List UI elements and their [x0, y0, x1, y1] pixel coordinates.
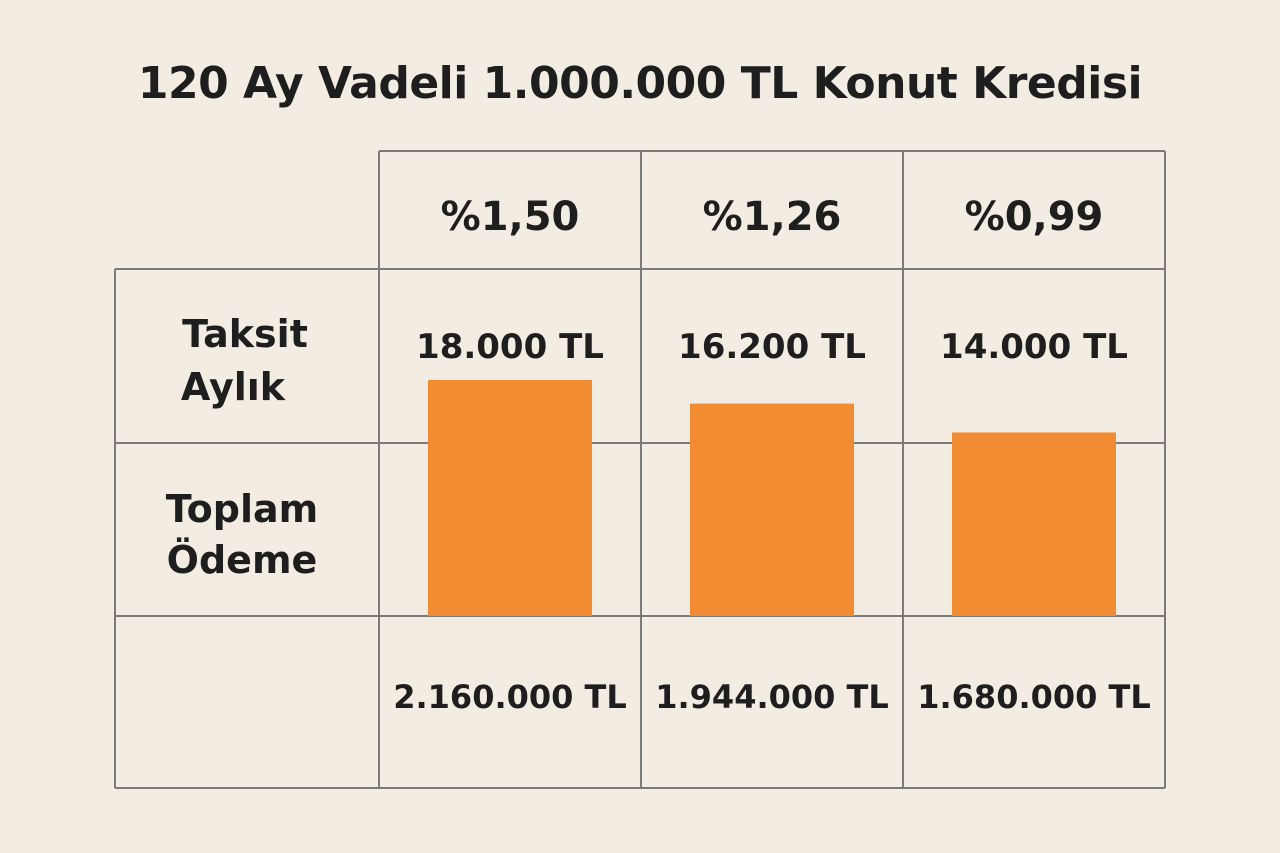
bar: [690, 403, 854, 616]
row-label-monthly-line2: Aylık: [181, 365, 286, 409]
category-label: %1,50: [441, 194, 580, 240]
bar: [952, 432, 1116, 616]
data-label: 16.200 TL: [678, 327, 866, 367]
table-grid: [114, 150, 1166, 789]
category-label: %1,26: [703, 194, 842, 240]
total-payment-label: 1.944.000 TL: [655, 678, 889, 716]
category-label: %0,99: [965, 194, 1104, 240]
total-payment-label: 2.160.000 TL: [393, 678, 627, 716]
row-label-total-line2: Ödeme: [167, 538, 318, 582]
bar-series: [428, 380, 1116, 616]
total-payment-label: 1.680.000 TL: [917, 678, 1151, 716]
bar: [428, 380, 592, 616]
data-label: 14.000 TL: [940, 327, 1128, 367]
row-label-monthly-line1: Taksit: [182, 312, 308, 356]
table-labels: Taksit Aylık Toplam Ödeme %1,50 18.000 TL…: [166, 194, 1151, 716]
row-label-total-line1: Toplam: [166, 487, 318, 531]
chart-title: 120 Ay Vadeli 1.000.000 TL Konut Kredisi: [137, 58, 1143, 109]
data-label: 18.000 TL: [416, 327, 604, 367]
